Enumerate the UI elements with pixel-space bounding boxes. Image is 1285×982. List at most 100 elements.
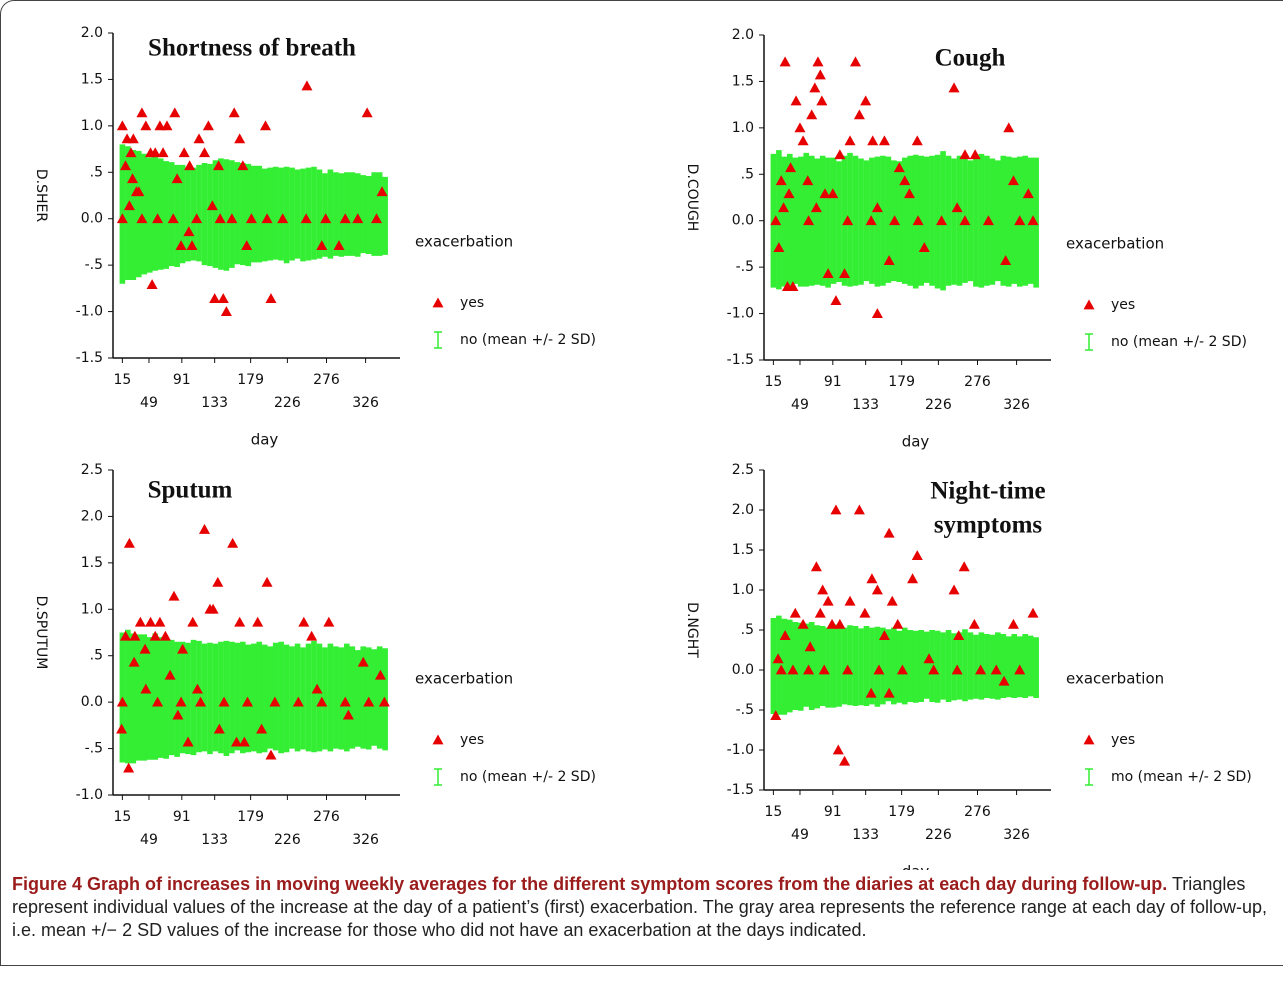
triangle-point <box>911 550 923 560</box>
y-tick-label: 2.0 <box>732 502 754 518</box>
x-tick-label: 326 <box>1003 827 1030 843</box>
triangle-point <box>220 306 232 316</box>
y-tick-label: 2.0 <box>81 508 103 524</box>
triangle-point <box>357 656 369 667</box>
triangle-point <box>834 618 846 629</box>
triangle-point <box>948 584 960 595</box>
x-tick-label: 49 <box>140 832 158 848</box>
x-axis-label: day <box>251 868 279 871</box>
y-tick-label: 0.0 <box>732 662 754 678</box>
triangle-point <box>186 240 198 251</box>
x-tick-label: 326 <box>352 832 379 848</box>
triangle-point <box>839 268 851 279</box>
triangle-point <box>301 80 313 91</box>
y-axis-label: D.SHER <box>33 169 49 222</box>
x-tick-label: 49 <box>140 395 158 411</box>
triangle-point <box>212 576 224 587</box>
triangle-point <box>844 135 856 146</box>
triangle-point <box>896 664 908 675</box>
y-tick-label: 1.5 <box>732 542 754 558</box>
triangle-point <box>818 664 830 675</box>
triangle-point <box>860 95 872 106</box>
triangle-point <box>923 653 935 664</box>
triangle-point <box>323 616 335 627</box>
triangle-point <box>822 268 834 279</box>
x-tick-label: 133 <box>201 832 228 848</box>
triangle-point <box>790 95 802 106</box>
y-tick-label: 1.0 <box>732 582 754 598</box>
y-tick-label: 2.5 <box>732 462 754 478</box>
y-tick-label: 1.0 <box>732 120 754 136</box>
triangle-point <box>859 607 871 618</box>
triangle-point <box>206 200 218 211</box>
triangle-point <box>1007 175 1019 186</box>
y-tick-label: .5 <box>90 648 103 664</box>
triangle-point <box>265 293 277 303</box>
triangle-point <box>873 664 885 675</box>
triangle-point <box>207 603 219 614</box>
triangle-point <box>1027 607 1039 618</box>
triangle-point <box>218 696 230 707</box>
triangle-point <box>195 696 207 707</box>
x-tick-label: 276 <box>964 374 991 390</box>
triangle-point <box>333 240 345 251</box>
triangle-point <box>259 120 271 131</box>
triangle-point <box>865 215 877 226</box>
triangle-point <box>116 120 128 131</box>
y-tick-label: 2.5 <box>81 462 103 478</box>
triangle-point <box>893 162 905 173</box>
triangle-point <box>363 696 375 707</box>
triangle-point <box>191 213 203 224</box>
triangle-point <box>865 687 877 698</box>
triangle-point <box>237 160 249 171</box>
y-tick-label: -.5 <box>736 702 754 718</box>
triangle-point <box>125 147 137 158</box>
triangle-point <box>182 736 194 747</box>
legend-symbol <box>432 734 444 745</box>
triangle-point <box>969 149 981 160</box>
triangle-point <box>139 643 151 654</box>
legend-label: yes <box>460 732 484 748</box>
x-tick-label: 179 <box>237 372 264 388</box>
triangle-point <box>198 523 210 534</box>
x-tick-label: 133 <box>852 397 879 413</box>
triangle-point <box>867 135 879 146</box>
chart-title: symptoms <box>934 512 1043 539</box>
triangle-point <box>123 762 135 773</box>
x-tick-label: 133 <box>852 827 879 843</box>
chart-title: Shortness of breath <box>148 35 356 62</box>
triangle-point <box>772 653 784 664</box>
legend-label: no (mean +/- 2 SD) <box>1111 334 1247 350</box>
triangle-point <box>167 213 179 224</box>
y-tick-label: 1.0 <box>81 601 103 617</box>
y-tick-label: 2.0 <box>732 27 754 43</box>
y-tick-label: -1.5 <box>727 352 754 368</box>
x-tick-label: 226 <box>274 832 301 848</box>
y-tick-label: -1.0 <box>727 742 754 758</box>
triangle-point <box>140 120 152 131</box>
x-tick-label: 179 <box>237 809 264 825</box>
caption-title: Figure 4 Graph of increases in moving we… <box>12 874 1168 894</box>
triangle-point <box>120 160 132 171</box>
y-tick-label: -.5 <box>85 741 103 757</box>
triangle-point <box>371 213 383 224</box>
triangle-point <box>152 213 164 224</box>
triangle-point <box>146 279 158 290</box>
triangle-point <box>871 308 883 318</box>
triangle-point <box>213 160 225 171</box>
y-tick-label: 1.0 <box>81 118 103 134</box>
x-tick-label: 91 <box>824 374 842 390</box>
triangle-point <box>177 643 189 654</box>
triangle-point <box>241 240 253 251</box>
triangle-point <box>832 744 844 755</box>
x-tick-label: 15 <box>113 809 131 825</box>
triangle-point <box>306 630 318 641</box>
triangle-point <box>265 749 277 760</box>
legend-label: yes <box>1111 297 1135 313</box>
triangle-point <box>140 683 152 694</box>
triangle-point <box>169 107 181 118</box>
y-tick-label: -1.5 <box>727 782 754 798</box>
triangle-point <box>198 147 210 158</box>
triangle-point <box>1000 255 1012 266</box>
triangle-point <box>892 618 904 629</box>
